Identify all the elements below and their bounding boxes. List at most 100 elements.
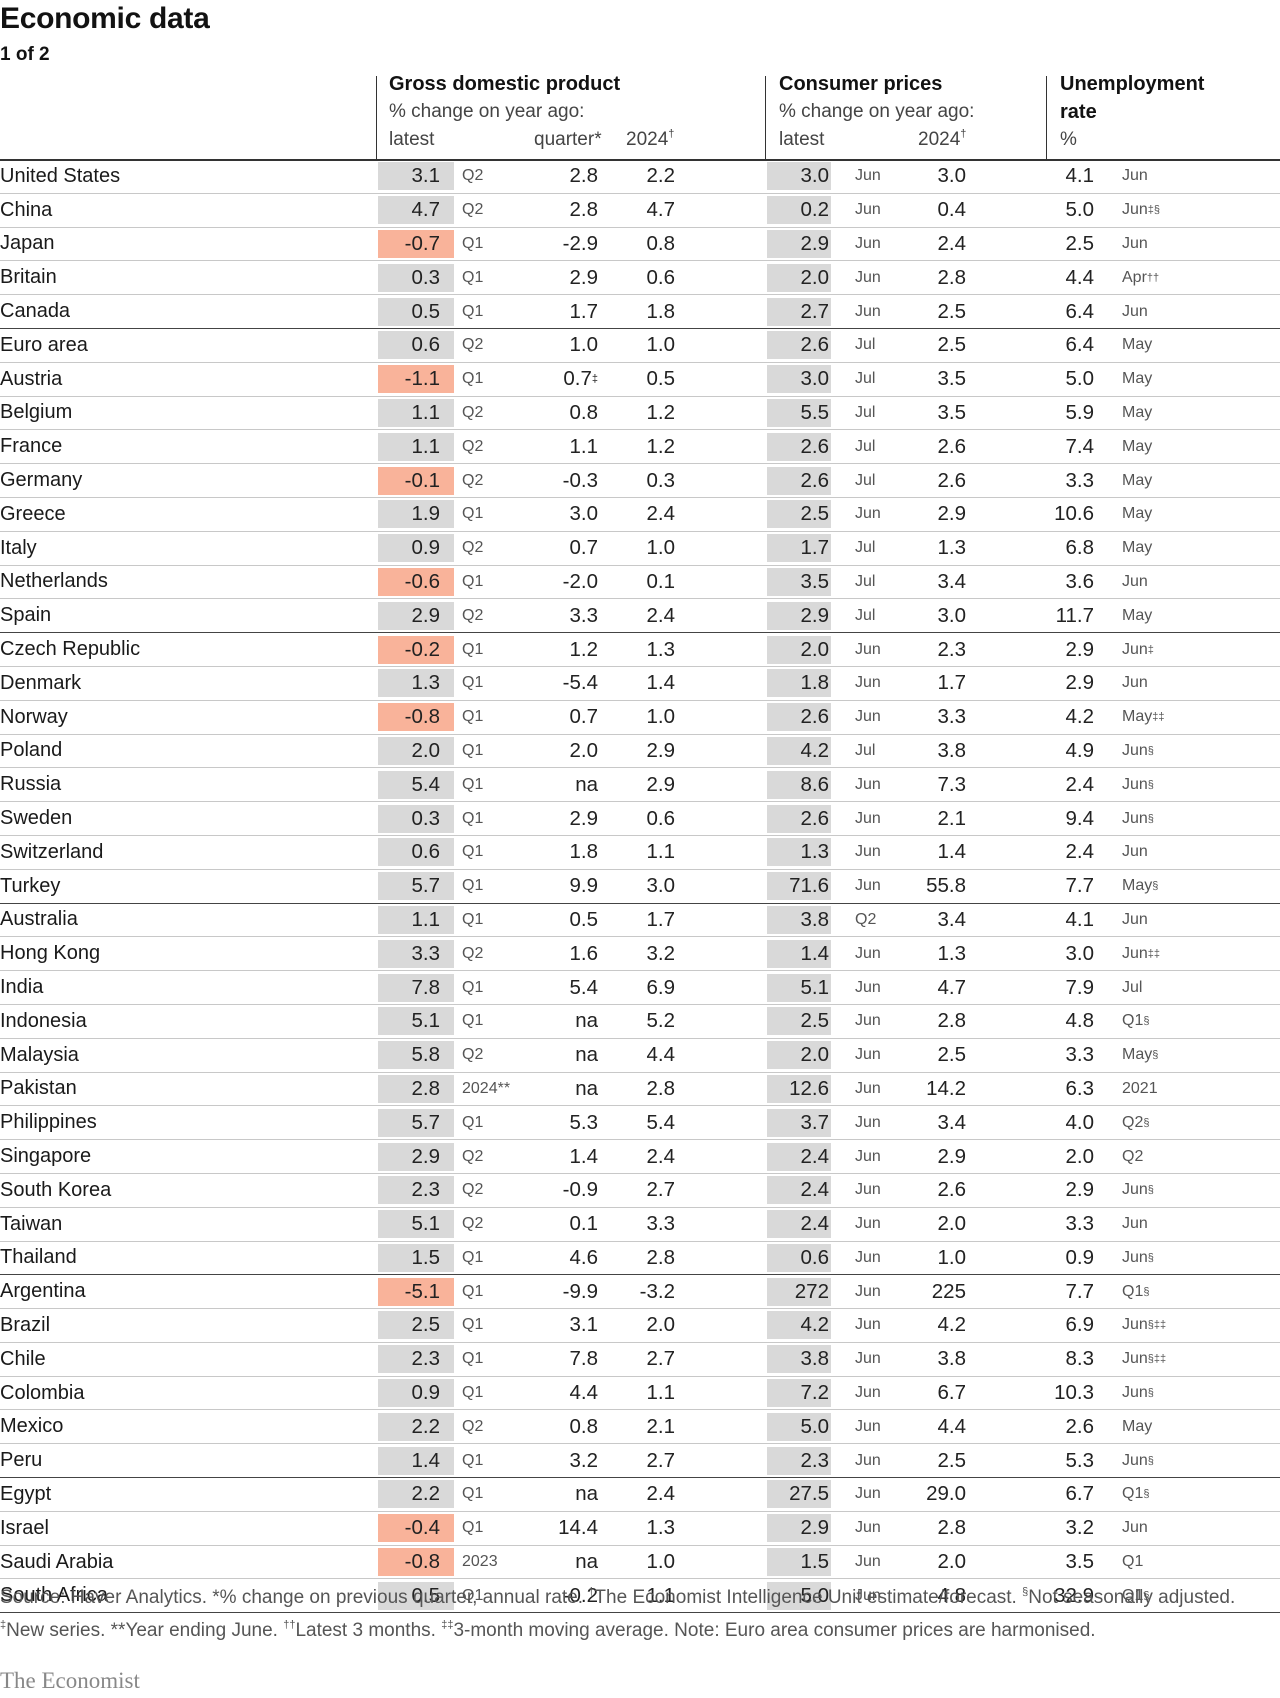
country-name: India	[0, 976, 44, 999]
cpi-period: Jun	[855, 1451, 881, 1469]
gdp-latest-value: 2.9	[378, 1142, 454, 1171]
unemployment-value: 2.0	[1065, 1144, 1095, 1168]
table-row: Colombia 0.9 Q1 4.4 1.1 7.2 Jun 6.7 10.3 Jun §	[0, 1377, 1280, 1411]
page-title: Economic data	[0, 2, 210, 35]
cpi-period: Jun	[855, 201, 881, 219]
table-row: Pakistan 2.8 2024** na 2.8 12.6 Jun 14.2 6.3 2021	[0, 1073, 1280, 1107]
unemployment-period: Jun ‡‡	[1122, 944, 1161, 962]
gdp-period: Q1	[462, 1519, 484, 1537]
gdp-period: 2023	[462, 1553, 498, 1571]
gdp-2024-value: 5.4	[646, 1110, 676, 1134]
cpi-period: Jun	[855, 505, 881, 523]
gdp-latest-value: 0.3	[378, 263, 454, 292]
cpi-2024-value: 2.6	[937, 1178, 967, 1202]
cpi-latest-value: 4.2	[767, 1311, 831, 1340]
unemployment-period: Jun	[1122, 1519, 1148, 1537]
gdp-latest-value: -0.1	[378, 466, 454, 495]
unemployment-period: Jun §‡‡	[1122, 1316, 1167, 1334]
gdp-latest-value: 2.2	[378, 1412, 454, 1441]
unemployment-period: Jun §	[1122, 1451, 1154, 1469]
gdp-quarter-value: 5.4	[569, 975, 599, 999]
unemployment-value: 3.5	[1065, 1550, 1095, 1574]
table-row: Chile 2.3 Q1 7.8 2.7 3.8 Jun 3.8 8.3 Jun §‡‡	[0, 1343, 1280, 1377]
cpi-2024-value: 1.3	[937, 536, 967, 560]
cpi-period: Jun	[855, 674, 881, 692]
cpi-2024-value: 2.6	[937, 468, 967, 492]
cpi-period: Jun	[855, 234, 881, 252]
cpi-2024-value: 2.4	[937, 231, 967, 255]
country-name: Israel	[0, 1516, 49, 1539]
country-name: Netherlands	[0, 570, 108, 593]
country-name: Denmark	[0, 671, 82, 694]
gdp-2024-value: 1.2	[646, 400, 676, 424]
table-row: Indonesia 5.1 Q1 na 5.2 2.5 Jun 2.8 4.8 Q1 §	[0, 1005, 1280, 1039]
cpi-header: Consumer prices	[779, 73, 943, 95]
unemployment-period: Jun ‡§	[1122, 201, 1161, 219]
cpi-2024-value: 2.1	[937, 806, 967, 830]
table-row: Belgium 1.1 Q2 0.8 1.2 5.5 Jul 3.5 5.9 May	[0, 397, 1280, 431]
table-row: Norway -0.8 Q1 0.7 1.0 2.6 Jun 3.3 4.2 May ‡‡	[0, 701, 1280, 735]
gdp-quarter-value: 4.4	[569, 1381, 599, 1405]
gdp-latest-value: -0.2	[378, 635, 454, 664]
gdp-header: Gross domestic product	[389, 73, 621, 95]
country-name: Taiwan	[0, 1212, 63, 1235]
gdp-period: Q1	[462, 1586, 484, 1604]
cpi-latest-value: 1.3	[767, 838, 831, 867]
unemployment-period: May	[1122, 539, 1153, 557]
cpi-period: Jun	[855, 1586, 881, 1604]
gdp-latest-value: 3.1	[378, 162, 454, 191]
cpi-2024-value: 7.3	[937, 772, 967, 796]
country-name: Greece	[0, 502, 66, 525]
gdp-2024-value: 1.7	[646, 907, 676, 931]
gdp-period: Q1	[462, 1248, 484, 1266]
country-name: Philippines	[0, 1111, 97, 1134]
gdp-2024-value: 3.2	[646, 941, 676, 965]
gdp-quarter-value: 2.0	[569, 738, 599, 762]
cpi-2024-value: 2.9	[937, 1144, 967, 1168]
unemployment-period: Q1 §	[1122, 1586, 1150, 1604]
country-name: Italy	[0, 536, 37, 559]
unemployment-period: Jun	[1122, 843, 1148, 861]
cpi-latest-value: 2.6	[767, 703, 831, 732]
cpi-period: Jun	[855, 775, 881, 793]
country-name: Thailand	[0, 1246, 77, 1269]
cpi-latest-value: 5.1	[767, 973, 831, 1002]
unemployment-value: 2.9	[1065, 671, 1095, 695]
unemployment-period: May	[1122, 370, 1153, 388]
gdp-period: Q1	[462, 1113, 484, 1131]
cpi-period: Jun	[855, 167, 881, 185]
gdp-period: Q1	[462, 809, 484, 827]
unemployment-period: May	[1122, 437, 1153, 455]
gdp-latest-value: -0.8	[378, 703, 454, 732]
cpi-latest-value: 2.0	[767, 1041, 831, 1070]
unemployment-period: Apr ††	[1122, 268, 1160, 286]
gdp-period: Q2	[462, 1417, 484, 1435]
cpi-period: Jul	[855, 370, 876, 388]
unemployment-period: Jun §‡‡	[1122, 1350, 1167, 1368]
cpi-latest-value: 5.0	[767, 1581, 831, 1610]
cpi-latest-header: latest	[779, 129, 825, 150]
table-row: Netherlands -0.6 Q1 -2.0 0.1 3.5 Jul 3.4 3.6 Jun	[0, 566, 1280, 600]
cpi-period: Jun	[855, 1147, 881, 1165]
country-name: Brazil	[0, 1313, 51, 1336]
country-name: Germany	[0, 469, 83, 492]
cpi-2024-value: 1.3	[937, 941, 967, 965]
gdp-latest-value: 2.0	[378, 736, 454, 765]
cpi-2024-value: 2.8	[937, 265, 967, 289]
gdp-latest-value: 2.5	[378, 1311, 454, 1340]
gdp-period: Q1	[462, 268, 484, 286]
cpi-latest-value: 3.5	[767, 567, 831, 596]
table-row: Switzerland 0.6 Q1 1.8 1.1 1.3 Jun 1.4 2.4 Jun	[0, 836, 1280, 870]
cpi-latest-value: 3.8	[767, 905, 831, 934]
unemployment-period: Jun ‡	[1122, 640, 1154, 658]
cpi-2024-value: 2.6	[937, 434, 967, 458]
unemployment-value: 3.0	[1065, 941, 1095, 965]
country-name: Russia	[0, 773, 62, 796]
table-row: Peru 1.4 Q1 3.2 2.7 2.3 Jun 2.5 5.3 Jun §	[0, 1444, 1280, 1479]
country-name: Switzerland	[0, 840, 104, 863]
country-name: Egypt	[0, 1482, 52, 1505]
country-name: Peru	[0, 1449, 43, 1472]
table-row: Denmark 1.3 Q1 -5.4 1.4 1.8 Jun 1.7 2.9 Jun	[0, 667, 1280, 701]
gdp-quarter-value: 1.0	[569, 333, 599, 357]
table-row: Spain 2.9 Q2 3.3 2.4 2.9 Jul 3.0 11.7 May	[0, 599, 1280, 634]
